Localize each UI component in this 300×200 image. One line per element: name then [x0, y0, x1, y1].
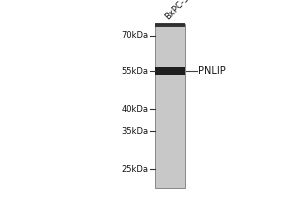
Bar — [154, 67, 184, 75]
Text: 70kDa: 70kDa — [122, 31, 148, 40]
Text: 40kDa: 40kDa — [122, 104, 148, 114]
Text: BxPC-3: BxPC-3 — [163, 0, 191, 21]
Text: 35kDa: 35kDa — [122, 127, 148, 136]
Text: PNLIP: PNLIP — [198, 66, 226, 76]
Text: 25kDa: 25kDa — [122, 164, 148, 173]
Text: 55kDa: 55kDa — [122, 66, 148, 75]
Bar — [154, 23, 184, 27]
Bar — [154, 24, 184, 188]
